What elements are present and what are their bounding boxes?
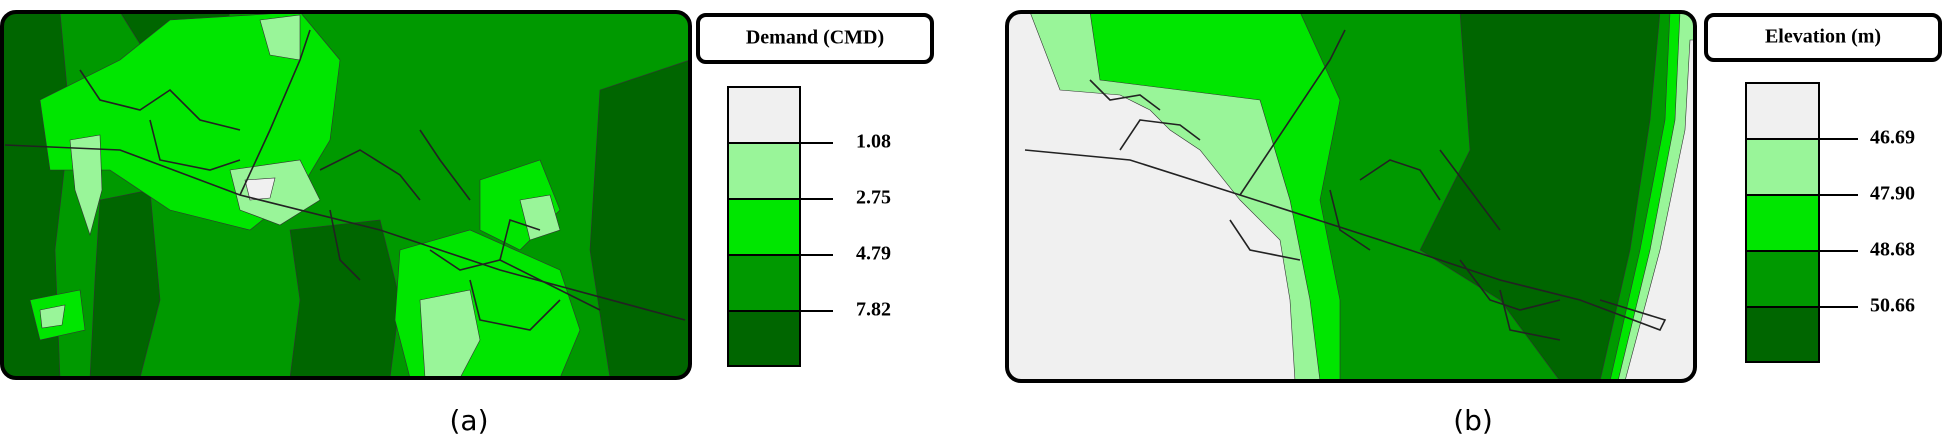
- demand-map: [2, 12, 690, 378]
- legend-break: 2.75: [856, 187, 891, 209]
- legend-break: 46.69: [1870, 127, 1915, 149]
- legend-title: Elevation (m): [1765, 26, 1881, 48]
- caption: (a): [449, 404, 488, 437]
- legend-title-box: [1704, 13, 1942, 62]
- legend-break: 50.66: [1870, 295, 1915, 317]
- legend-swatches: [1745, 82, 1858, 363]
- legend-break: 7.82: [856, 299, 891, 321]
- caption: (b): [1453, 404, 1493, 437]
- legend-break: 1.08: [856, 131, 891, 153]
- map-frame: [1005, 10, 1697, 383]
- legend-break: 4.79: [856, 243, 891, 265]
- legend-title: Demand (CMD): [746, 27, 884, 49]
- map-frame: [0, 10, 692, 380]
- legend-title-box: [696, 13, 934, 64]
- legend-swatches: [727, 86, 833, 367]
- legend-break: 48.68: [1870, 239, 1915, 261]
- elevation-map: [1007, 12, 1695, 381]
- legend-break: 47.90: [1870, 183, 1915, 205]
